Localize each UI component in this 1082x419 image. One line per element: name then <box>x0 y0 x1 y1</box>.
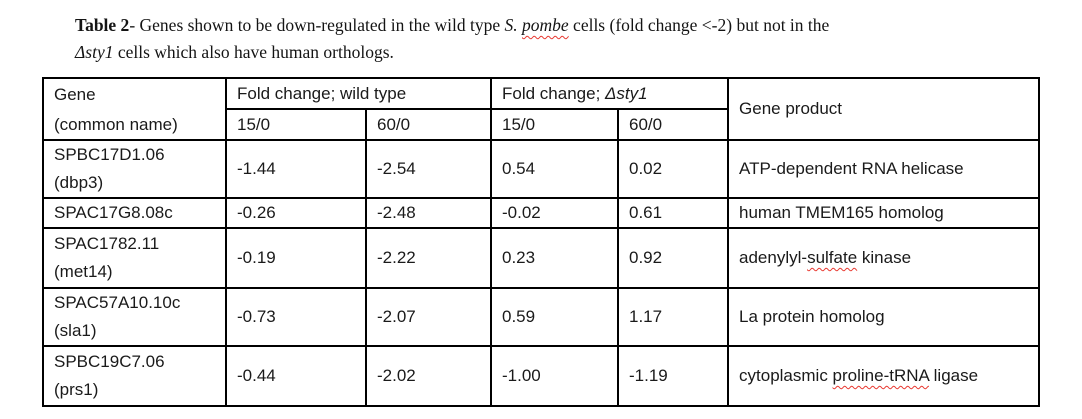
header-fold-change-sty1-mutant: Δsty1 <box>605 83 648 103</box>
gene-product-text: cytoplasmic <box>739 366 833 385</box>
fold-sty1-60-cell: -1.19 <box>616 345 730 407</box>
gene-product-cell: ATP-dependent RNA helicase <box>727 139 1041 199</box>
fold-wt-60-cell: -2.48 <box>365 197 492 229</box>
fold-sty1-60-cell: 0.02 <box>616 139 730 199</box>
gene-product-misspelled: proline-tRNA <box>832 366 929 385</box>
caption-line-1: Table 2- Genes shown to be down-regulate… <box>75 12 1055 39</box>
gene-product-cell: human TMEM165 homolog <box>727 197 1041 229</box>
fold-sty1-60-cell: 0.61 <box>616 197 730 229</box>
table-row: SPBC19C7.06 (prs1) -0.44 -2.02 -1.00 -1.… <box>42 345 1041 407</box>
fold-wt-60-cell: -2.07 <box>365 287 492 347</box>
caption-text-segment-1: - Genes shown to be down-regulated in th… <box>129 15 505 35</box>
header-gene-cell: Gene (common name) <box>42 77 227 141</box>
gene-systematic-name: SPAC17G8.08c <box>54 203 173 222</box>
fold-wt-15-cell: -0.73 <box>225 287 367 347</box>
gene-name-cell: SPBC17D1.06 (dbp3) <box>42 139 227 199</box>
gene-common-name: (dbp3) <box>54 173 104 192</box>
fold-wt-15-cell: -0.44 <box>225 345 367 407</box>
gene-product-text-post: ligase <box>928 366 979 385</box>
header-fold-change-sty1-prefix: Fold change; <box>502 83 606 103</box>
gene-name-cell: SPBC19C7.06 (prs1) <box>42 345 227 407</box>
fold-wt-15-cell: -1.44 <box>225 139 367 199</box>
gene-product-misspelled: sulfate <box>807 248 858 267</box>
species-epithet: pombe <box>522 15 569 35</box>
caption-line2-text: cells which also have human orthologs. <box>113 42 394 62</box>
gene-common-name: (prs1) <box>54 380 99 399</box>
gene-product-text: adenylyl- <box>739 248 808 267</box>
gene-product-text: La protein homolog <box>739 307 885 326</box>
header-row-2: 15/0 60/0 15/0 60/0 <box>43 108 1039 141</box>
caption-label: Table 2 <box>75 15 130 35</box>
gene-common-name: (sla1) <box>54 321 97 340</box>
gene-systematic-name: SPBC19C7.06 <box>54 352 165 371</box>
fold-sty1-60-cell: 1.17 <box>616 287 730 347</box>
header-gene-product: Gene product <box>727 77 1041 141</box>
header-fold-change-sty1: Fold change; Δsty1 <box>489 77 730 110</box>
header-wt-60: 60/0 <box>365 108 492 141</box>
gene-name-cell: SPAC57A10.10c (sla1) <box>42 287 227 347</box>
table-row: SPAC1782.11 (met14) -0.19 -2.22 0.23 0.9… <box>42 227 1041 289</box>
gene-product-text: human TMEM165 homolog <box>739 203 944 222</box>
genes-table: Gene (common name) Fold change; wild typ… <box>42 77 1041 407</box>
gene-product-cell: cytoplasmic proline-tRNA ligase <box>727 345 1041 407</box>
caption-text-segment-2: cells (fold change <-2) but not in the <box>568 15 830 35</box>
fold-wt-60-cell: -2.22 <box>365 227 492 289</box>
gene-product-cell: adenylyl-sulfate kinase <box>727 227 1041 289</box>
fold-sty1-15-cell: 0.54 <box>490 139 619 199</box>
gene-name-cell: SPAC1782.11 (met14) <box>42 227 227 289</box>
fold-wt-60-cell: -2.54 <box>365 139 492 199</box>
table-row: SPAC17G8.08c -0.26 -2.48 -0.02 0.61 huma… <box>42 197 1041 229</box>
fold-sty1-15-cell: -1.00 <box>490 345 619 407</box>
gene-product-cell: La protein homolog <box>727 287 1041 347</box>
fold-wt-60-cell: -2.02 <box>365 345 492 407</box>
table-row: SPAC57A10.10c (sla1) -0.73 -2.07 0.59 1.… <box>42 287 1041 347</box>
header-fold-change-wild-type: Fold change; wild type <box>225 77 492 110</box>
gene-systematic-name: SPBC17D1.06 <box>54 145 165 164</box>
fold-wt-15-cell: -0.19 <box>225 227 367 289</box>
caption-line-2: Δsty1 cells which also have human orthol… <box>75 39 1055 66</box>
header-gene-line1: Gene <box>54 85 96 104</box>
table-caption: Table 2- Genes shown to be down-regulate… <box>75 12 1055 66</box>
header-gene-line2: (common name) <box>54 115 178 134</box>
gene-product-text-post: kinase <box>857 248 912 267</box>
header-wt-15: 15/0 <box>225 108 367 141</box>
fold-sty1-15-cell: 0.23 <box>490 227 619 289</box>
table-row: SPBC17D1.06 (dbp3) -1.44 -2.54 0.54 0.02… <box>42 139 1041 199</box>
fold-wt-15-cell: -0.26 <box>225 197 367 229</box>
header-row-1: Gene (common name) Fold change; wild typ… <box>42 77 1041 141</box>
gene-product-text: ATP-dependent RNA helicase <box>739 159 964 178</box>
header-sty1-15: 15/0 <box>490 108 619 141</box>
fold-sty1-15-cell: -0.02 <box>490 197 619 229</box>
mutant-name: Δsty1 <box>75 42 114 62</box>
header-sty1-60: 60/0 <box>616 108 730 141</box>
gene-systematic-name: SPAC57A10.10c <box>54 293 181 312</box>
fold-sty1-15-cell: 0.59 <box>490 287 619 347</box>
gene-name-cell: SPAC17G8.08c <box>42 197 227 229</box>
fold-sty1-60-cell: 0.92 <box>616 227 730 289</box>
gene-systematic-name: SPAC1782.11 <box>54 234 160 253</box>
species-genus: S. <box>504 15 523 35</box>
gene-common-name: (met14) <box>54 262 113 281</box>
